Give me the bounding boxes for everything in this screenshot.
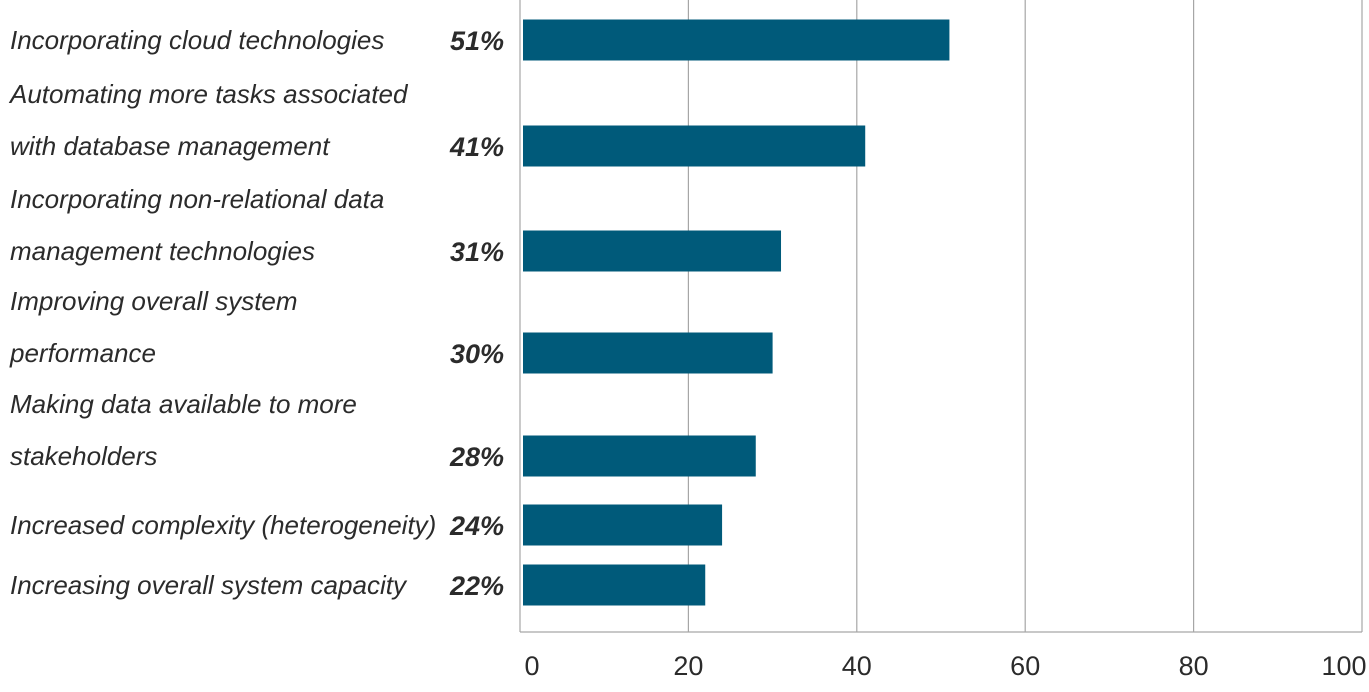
bar bbox=[523, 564, 706, 606]
category-label: Incorporating non-relational data bbox=[10, 184, 384, 214]
category-label: Making data available to more bbox=[10, 389, 357, 419]
value-label: 51% bbox=[450, 26, 504, 56]
category-label: with database management bbox=[10, 131, 331, 161]
category-label: performance bbox=[9, 338, 156, 368]
bar bbox=[523, 435, 756, 477]
value-label: 30% bbox=[450, 339, 504, 369]
category-label: Improving overall system bbox=[10, 286, 298, 316]
x-tick-label: 20 bbox=[673, 651, 703, 681]
value-label: 41% bbox=[449, 132, 504, 162]
value-label: 22% bbox=[449, 571, 504, 601]
category-label: stakeholders bbox=[10, 441, 157, 471]
bar bbox=[523, 504, 723, 546]
bar bbox=[523, 19, 950, 61]
x-axis-tick-labels: 0 20 40 60 80 100 bbox=[524, 651, 1366, 681]
grid-lines bbox=[519, 0, 1363, 633]
bar bbox=[523, 332, 773, 374]
x-tick-label: 80 bbox=[1179, 651, 1209, 681]
bars bbox=[523, 19, 950, 606]
value-label: 28% bbox=[449, 442, 504, 472]
category-label: Incorporating cloud technologies bbox=[10, 25, 384, 55]
x-tick-label: 0 bbox=[524, 651, 539, 681]
value-label: 31% bbox=[450, 237, 504, 267]
x-tick-label: 100 bbox=[1321, 651, 1366, 681]
bar bbox=[523, 125, 866, 167]
x-tick-label: 40 bbox=[842, 651, 872, 681]
value-label: 24% bbox=[449, 511, 504, 541]
x-tick-label: 60 bbox=[1010, 651, 1040, 681]
category-label: management technologies bbox=[10, 236, 315, 266]
value-labels: 51% 41% 31% 30% 28% 24% 22% bbox=[449, 26, 504, 601]
category-label: Increasing overall system capacity bbox=[10, 570, 408, 600]
bar bbox=[523, 230, 782, 272]
category-label: Increased complexity (heterogeneity) bbox=[10, 510, 436, 540]
category-label: Automating more tasks associated bbox=[8, 79, 409, 109]
category-labels: Incorporating cloud technologies Automati… bbox=[8, 25, 436, 600]
